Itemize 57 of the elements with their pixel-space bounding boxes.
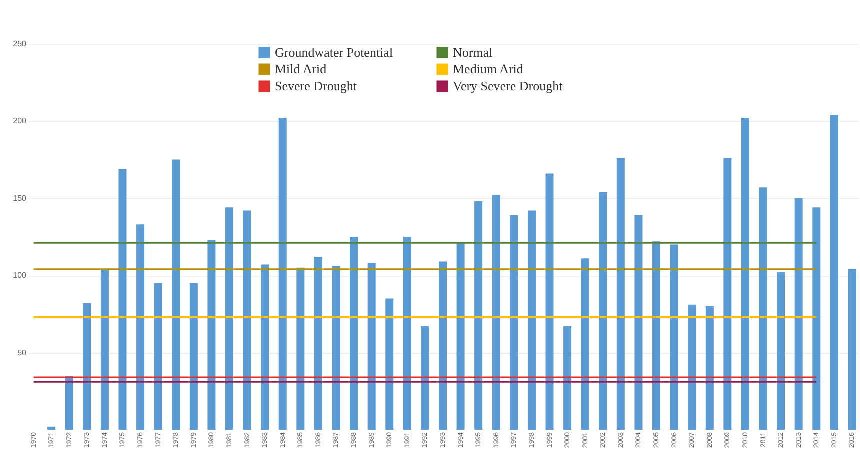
bar <box>208 240 216 430</box>
legend-label: Mild Arid <box>275 62 328 76</box>
bar <box>438 262 448 430</box>
y-tick-label: 150 <box>13 194 28 203</box>
bar <box>100 269 109 430</box>
bar <box>172 160 180 430</box>
legend-label: Very Severe Drought <box>453 78 564 94</box>
bar <box>830 115 838 430</box>
bar <box>190 283 198 430</box>
bar <box>510 215 518 430</box>
bar <box>794 198 803 430</box>
bar <box>474 201 483 430</box>
bar <box>65 376 74 430</box>
bar <box>403 237 412 430</box>
bar <box>261 264 270 430</box>
y-tick-label: 100 <box>13 271 28 280</box>
bar <box>812 208 821 430</box>
bar <box>759 188 768 430</box>
bar <box>154 283 162 430</box>
bar <box>278 118 287 430</box>
bar <box>386 298 394 430</box>
y-tick-label: 200 <box>13 116 28 126</box>
bar <box>688 304 696 430</box>
bar <box>741 118 750 430</box>
bar <box>528 210 536 430</box>
legend-label: Groundwater Potential <box>275 44 394 60</box>
y-tick-label: 50 <box>18 348 28 358</box>
bar <box>581 258 590 430</box>
bar <box>368 263 376 430</box>
y-tick-label: 250 <box>13 40 28 48</box>
bar <box>564 326 572 430</box>
bar <box>634 215 643 430</box>
bar <box>492 195 500 430</box>
bar <box>118 169 127 430</box>
bar <box>706 306 714 430</box>
bar <box>48 426 56 430</box>
bar <box>724 158 732 430</box>
bar <box>652 242 661 430</box>
bar <box>616 158 625 430</box>
bar <box>225 208 234 430</box>
bar <box>848 269 856 430</box>
bar <box>136 224 145 430</box>
bar <box>777 272 786 430</box>
bar <box>296 268 305 430</box>
bar <box>421 326 430 430</box>
bar <box>599 192 608 430</box>
legend-label: Severe Drought <box>275 78 358 94</box>
bar <box>350 237 358 430</box>
bar <box>314 257 322 430</box>
bar <box>83 303 92 430</box>
bar <box>546 174 554 430</box>
legend-label: Normal <box>453 44 494 60</box>
bar <box>332 266 340 430</box>
bar <box>670 244 678 430</box>
legend-label: Medium Arid <box>453 62 524 76</box>
bar <box>243 210 252 430</box>
bar <box>456 243 465 430</box>
